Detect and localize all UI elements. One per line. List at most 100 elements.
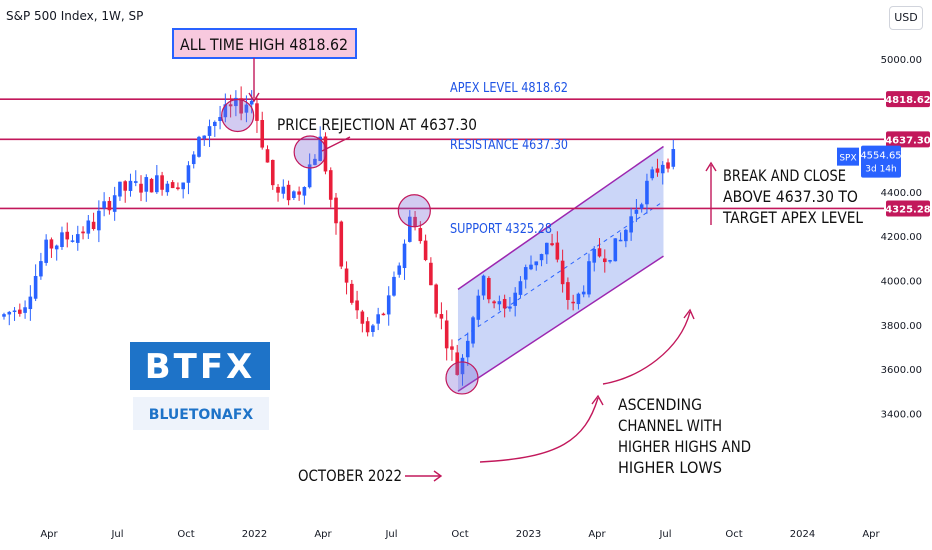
candle-body: [381, 313, 386, 316]
price-rejection-label: PRICE REJECTION AT 4637.30: [277, 115, 477, 134]
channel-fill: [457, 146, 664, 392]
time-tick-label: Jul: [384, 529, 397, 540]
level-price-text: 4818.62: [885, 95, 931, 106]
candle-body: [102, 201, 106, 209]
candle-body: [286, 184, 291, 201]
candle-body: [523, 267, 528, 280]
currency-button[interactable]: USD: [889, 6, 923, 30]
candle-body: [186, 165, 191, 183]
candle-body: [244, 104, 249, 113]
candle-body: [202, 135, 207, 139]
candle-body: [365, 321, 370, 333]
ath-arrowhead: [248, 92, 260, 103]
candle-body: [318, 136, 322, 161]
channel-arrowhead-right: [683, 308, 695, 320]
bluetonafx-logo: [133, 397, 269, 430]
time-tick-label: Jul: [658, 529, 671, 540]
highlight-circle-october: [445, 361, 479, 395]
candle-body: [28, 296, 33, 310]
candle-body: [671, 149, 676, 167]
candle-body: [418, 228, 423, 242]
candle-body: [70, 240, 75, 242]
time-tick-label: Apr: [314, 529, 332, 540]
candle-body: [65, 231, 70, 240]
time-tick-label: Oct: [725, 529, 742, 540]
time-tick-label: Jul: [110, 529, 123, 540]
apex-level-label: APEX LEVEL 4818.62: [450, 81, 568, 96]
candle-body: [592, 249, 597, 263]
candle-body: [539, 254, 544, 261]
price-tick-label: 3600.00: [881, 365, 922, 376]
candle-body: [49, 239, 54, 249]
candle-body: [191, 154, 196, 165]
btfx-logo: [130, 342, 270, 390]
time-tick-label: 2023: [516, 529, 541, 540]
candle-body: [471, 317, 475, 344]
october-arrowhead: [433, 470, 443, 482]
level-price-text: 4325.28: [885, 204, 931, 215]
candle-body: [465, 340, 470, 358]
candle-body: [128, 180, 133, 191]
candle-body: [313, 158, 317, 165]
time-tick-label: 2022: [242, 529, 267, 540]
candle-body: [639, 204, 644, 209]
candle-body: [650, 169, 655, 179]
candle-body: [165, 183, 170, 193]
candle-body: [581, 291, 586, 295]
time-tick-label: 2024: [790, 529, 815, 540]
candle-body: [545, 242, 549, 255]
candle-body: [587, 261, 591, 295]
candle-body: [260, 120, 265, 148]
break-note-line: ABOVE 4637.30 TO: [723, 187, 858, 206]
candle-body: [492, 301, 496, 304]
price-tick-label: 4000.00: [881, 277, 922, 288]
candle-body: [81, 231, 85, 234]
channel-lower-line: [457, 255, 664, 392]
candle-body: [292, 191, 296, 198]
candle-body: [149, 178, 154, 193]
candle-body: [655, 168, 660, 173]
candle-body: [613, 238, 618, 262]
candle-body: [218, 116, 222, 122]
candle-body: [176, 187, 180, 190]
candle-body: [602, 258, 607, 263]
candle-body: [645, 180, 649, 205]
candle-body: [2, 314, 6, 317]
candle-body: [307, 164, 312, 188]
candle-body: [597, 248, 602, 257]
candle-body: [376, 314, 380, 324]
spx-price-text: 4554.65: [860, 151, 901, 162]
candle-body: [223, 104, 228, 118]
candle-body: [170, 182, 175, 189]
candle-body: [634, 209, 639, 214]
break-arrowhead: [705, 161, 717, 172]
candle-body: [423, 240, 428, 261]
price-tick-label: 5000.00: [881, 55, 922, 66]
candle-body: [392, 276, 396, 296]
candle-body: [60, 232, 64, 248]
candle-body: [497, 301, 502, 305]
channel-arrow-right: [602, 311, 691, 385]
candle-body: [270, 159, 275, 186]
candle-body: [234, 97, 238, 107]
candle-body: [97, 210, 101, 231]
time-tick-label: Apr: [588, 529, 606, 540]
candle-body: [450, 346, 454, 350]
candle-body: [54, 245, 59, 250]
candle-body: [434, 284, 438, 314]
candle-body: [255, 103, 259, 121]
candle-body: [344, 268, 349, 283]
candle-body: [571, 301, 575, 304]
spx-symbol-text: SPX: [839, 154, 856, 164]
candle-body: [618, 239, 623, 242]
candle-body: [576, 293, 581, 305]
candle-body: [91, 221, 96, 230]
candle-body: [429, 262, 433, 286]
price-tick-label: 4200.00: [881, 232, 922, 243]
ath-box: [172, 28, 357, 59]
candle-body: [460, 357, 465, 375]
candle-body: [355, 300, 359, 311]
candle-body: [249, 100, 254, 105]
candle-body: [513, 292, 517, 306]
